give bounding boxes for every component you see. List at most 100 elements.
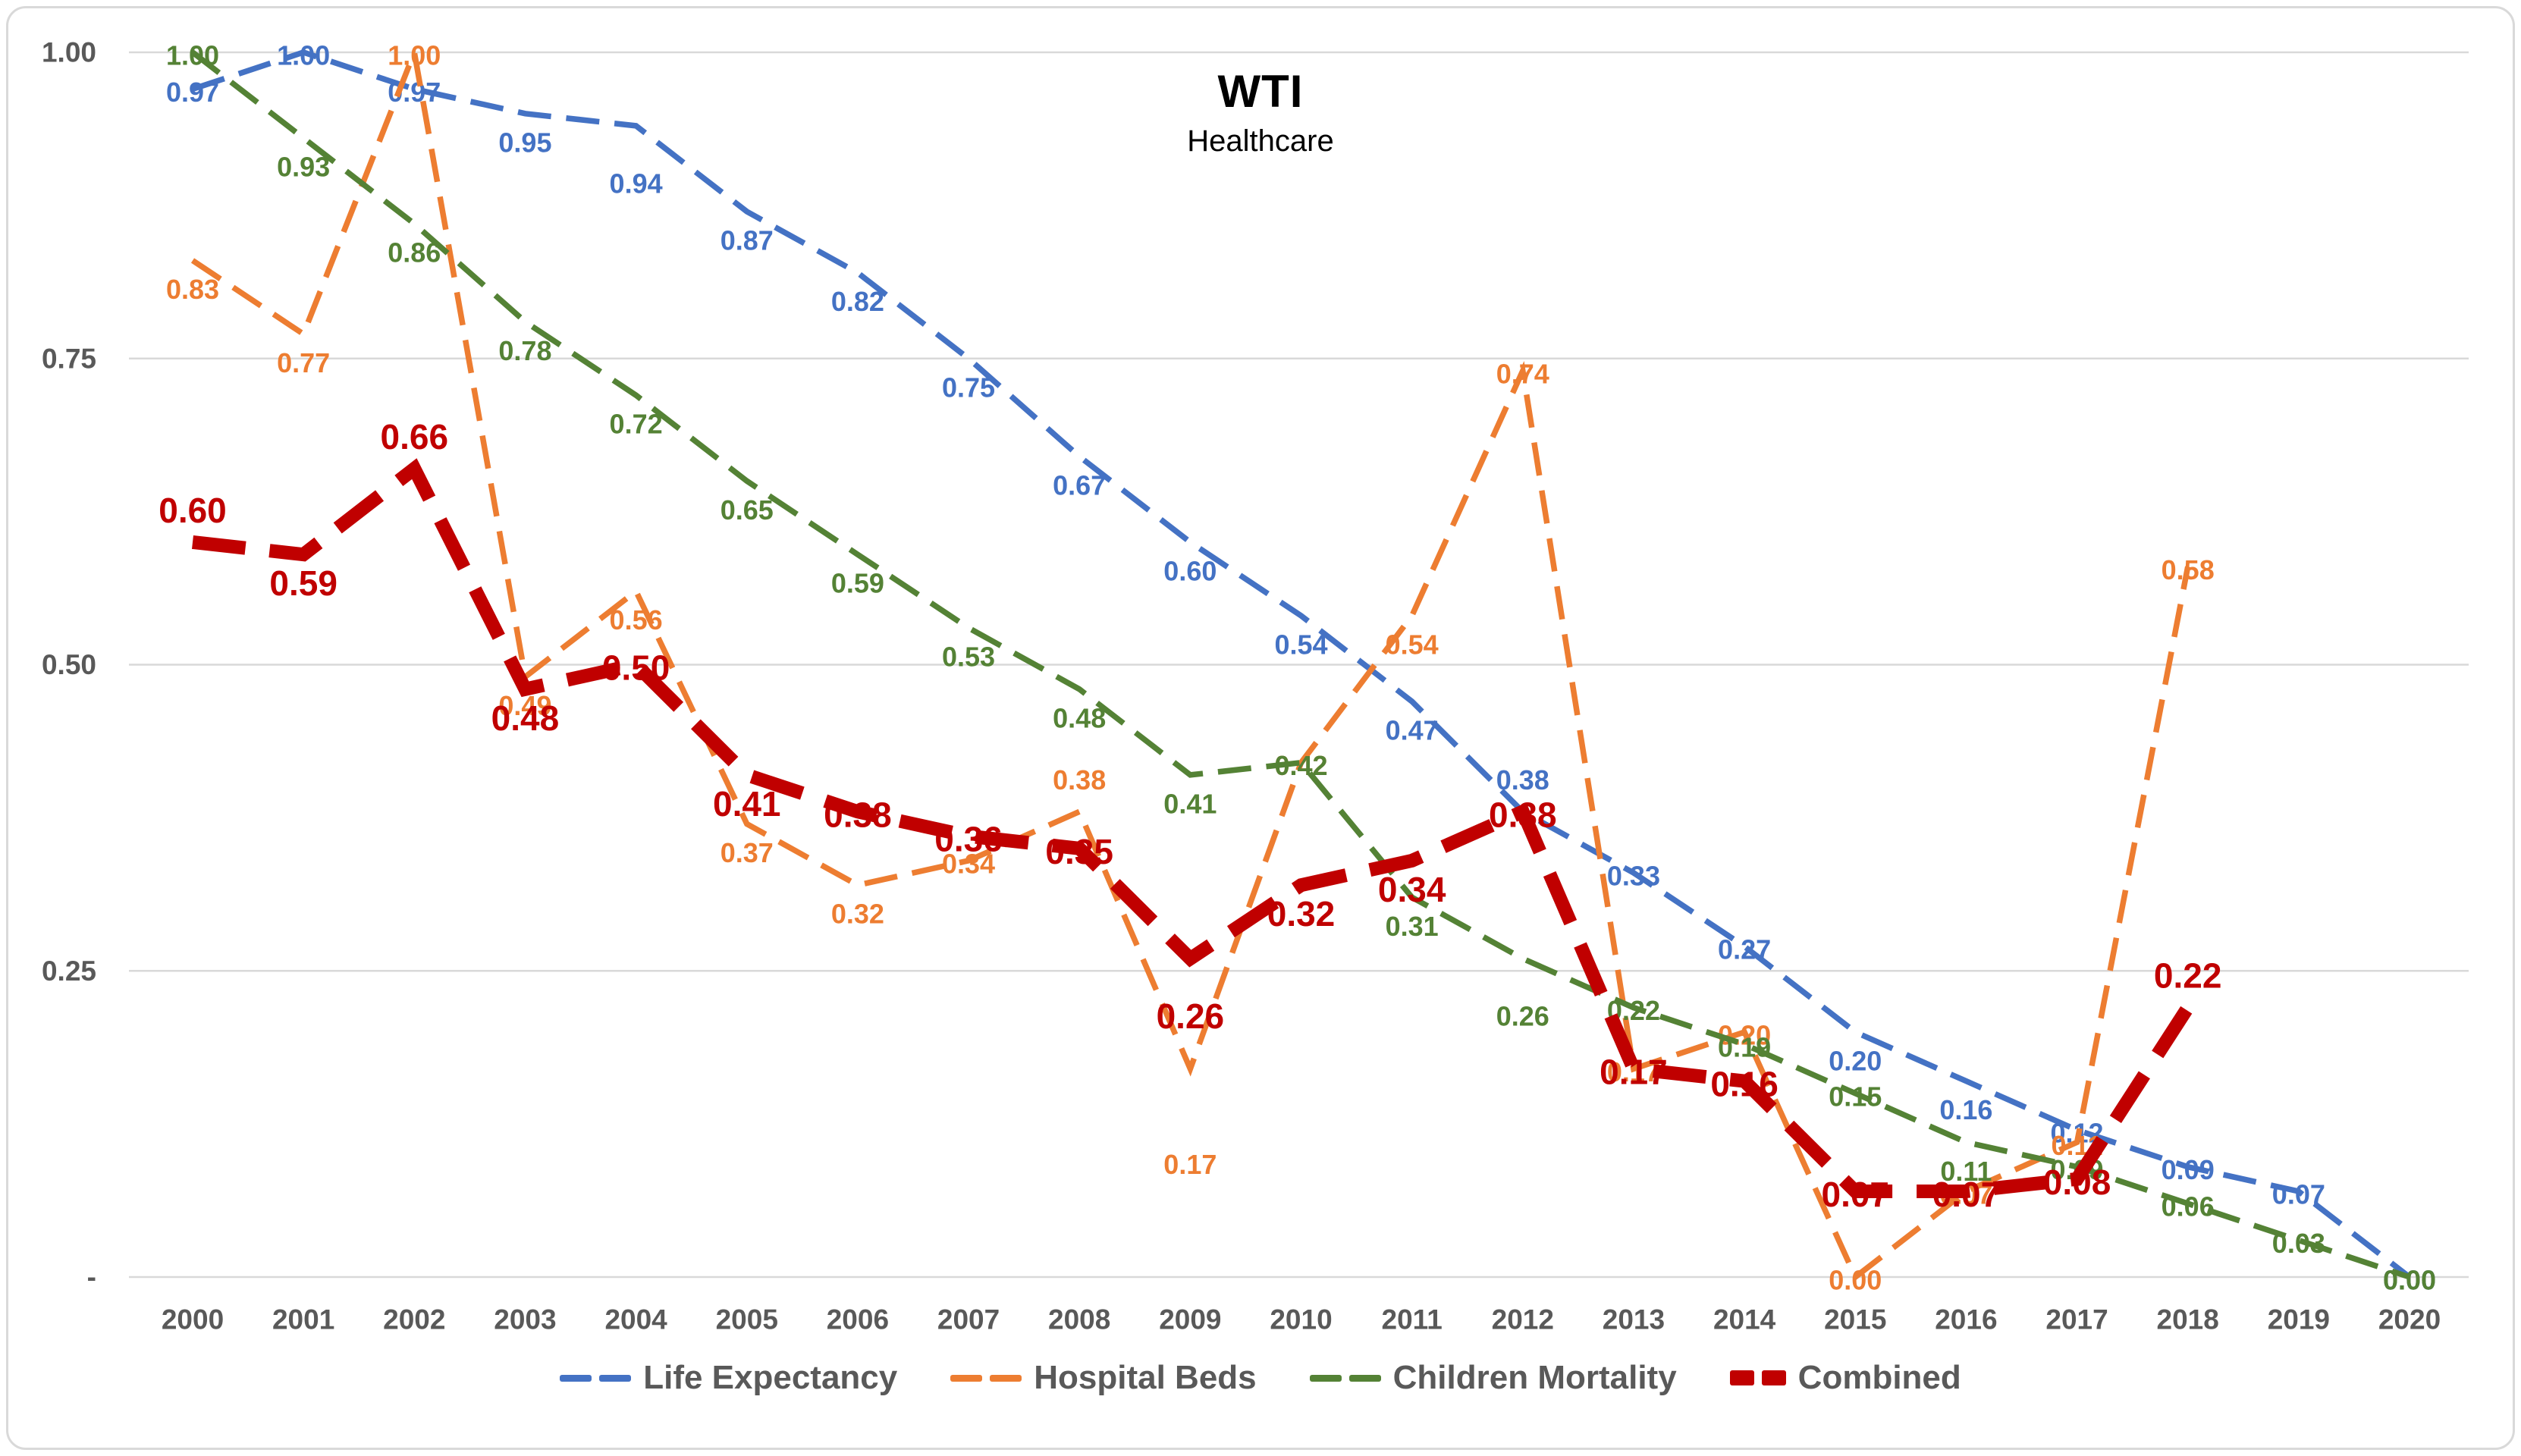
data-label-hospital-beds: 0.56 (610, 604, 663, 635)
data-label-hospital-beds: 0.74 (1496, 358, 1549, 389)
data-label-life-expectancy: 0.38 (1496, 764, 1549, 795)
data-label-children-mortality: 0.06 (2162, 1191, 2215, 1222)
data-label-combined: 0.59 (269, 563, 337, 603)
data-label-children-mortality: 0.93 (277, 152, 330, 183)
x-tick-label: 2015 (1824, 1304, 1886, 1335)
data-label-combined: 0.16 (1710, 1065, 1779, 1104)
data-label-hospital-beds: 0.32 (831, 899, 884, 930)
data-label-hospital-beds: 0.54 (1386, 629, 1439, 660)
data-label-combined: 0.66 (381, 417, 449, 457)
legend-label: Combined (1797, 1359, 1961, 1396)
series-line-children-mortality (190, 50, 2411, 1280)
data-label-children-mortality: 0.53 (942, 642, 995, 673)
chart-title: WTI (1217, 66, 1304, 117)
data-label-children-mortality: 0.59 (831, 568, 884, 599)
y-tick-label: 0.50 (42, 649, 96, 680)
data-label-hospital-beds: 0.77 (277, 347, 330, 378)
data-label-children-mortality: 0.11 (1940, 1156, 1992, 1187)
data-label-combined: 0.38 (824, 795, 892, 834)
y-tick-label: 1.00 (42, 37, 96, 68)
data-label-hospital-beds: 1.00 (388, 40, 441, 71)
data-label-life-expectancy: 0.87 (721, 224, 774, 256)
x-tick-label: 2016 (1935, 1304, 1997, 1335)
data-label-life-expectancy: 0.95 (498, 127, 551, 158)
data-label-hospital-beds: 0.37 (721, 837, 774, 868)
x-tick-label: 2003 (494, 1304, 556, 1335)
data-label-hospital-beds: 0.83 (166, 274, 219, 305)
data-label-combined: 0.17 (1600, 1052, 1668, 1091)
data-label-combined: 0.41 (713, 784, 781, 824)
data-label-life-expectancy: 0.33 (1607, 861, 1660, 892)
x-tick-label: 2000 (162, 1304, 224, 1335)
data-label-children-mortality: 0.48 (1053, 702, 1106, 733)
data-label-hospital-beds: 0.20 (1718, 1020, 1771, 1051)
data-label-life-expectancy: 0.27 (1718, 934, 1771, 965)
data-label-children-mortality: 0.86 (388, 237, 441, 268)
legend-item-combined: Combined (1729, 1359, 1961, 1397)
x-tick-label: 2009 (1159, 1304, 1221, 1335)
data-label-children-mortality: 0.19 (1718, 1032, 1771, 1063)
legend-item-hospital-beds: Hospital Beds (950, 1359, 1257, 1397)
data-label-life-expectancy: 0.07 (2272, 1178, 2325, 1210)
y-tick-label: 0.25 (42, 956, 96, 987)
x-tick-label: 2014 (1713, 1304, 1776, 1335)
data-label-children-mortality: 1.00 (166, 40, 219, 71)
data-label-children-mortality: 0.00 (2383, 1265, 2436, 1296)
legend-label: Life Expectancy (643, 1359, 898, 1396)
data-label-hospital-beds: 0.38 (1053, 764, 1106, 795)
data-label-children-mortality: 0.78 (498, 335, 551, 366)
data-label-combined: 0.07 (1932, 1175, 2001, 1214)
data-label-hospital-beds: 0.58 (2162, 554, 2215, 585)
data-label-children-mortality: 0.03 (2272, 1228, 2325, 1259)
x-tick-label: 2008 (1048, 1304, 1110, 1335)
legend-label: Children Mortality (1392, 1359, 1677, 1396)
data-label-combined: 0.34 (1378, 870, 1446, 909)
data-label-combined: 0.22 (2154, 956, 2222, 996)
legend-item-children-mortality: Children Mortality (1309, 1359, 1677, 1397)
x-tick-label: 2006 (827, 1304, 889, 1335)
x-tick-label: 2002 (383, 1304, 445, 1335)
data-label-children-mortality: 0.31 (1386, 911, 1439, 942)
data-label-combined: 0.36 (934, 820, 1003, 859)
data-label-children-mortality: 0.15 (1829, 1081, 1882, 1112)
data-label-combined: 0.48 (491, 698, 560, 738)
data-label-life-expectancy: 0.16 (1939, 1094, 1992, 1125)
data-label-combined: 0.60 (159, 491, 227, 530)
data-label-life-expectancy: 1.00 (277, 40, 330, 71)
data-label-children-mortality: 0.65 (721, 494, 774, 526)
chart-subtitle: Healthcare (1187, 124, 1334, 158)
data-label-life-expectancy: 0.00 (2383, 1265, 2436, 1296)
data-label-life-expectancy: 0.94 (610, 168, 663, 199)
x-tick-label: 2012 (1492, 1304, 1554, 1335)
data-label-life-expectancy: 0.82 (831, 286, 884, 317)
x-tick-label: 2011 (1382, 1304, 1443, 1335)
data-label-combined: 0.35 (1045, 832, 1113, 871)
data-label-life-expectancy: 0.09 (2162, 1154, 2215, 1185)
data-label-life-expectancy: 0.67 (1053, 469, 1106, 500)
legend-label: Hospital Beds (1034, 1359, 1257, 1396)
data-label-combined: 0.07 (1821, 1175, 1889, 1214)
series-line-combined (192, 458, 2194, 1198)
legend-dash-icon (1729, 1370, 1786, 1385)
x-tick-label: 2007 (937, 1304, 1000, 1335)
data-label-hospital-beds: 0.17 (1163, 1149, 1217, 1180)
y-tick-label: - (87, 1262, 96, 1293)
data-label-children-mortality: 0.26 (1496, 1001, 1549, 1032)
x-tick-label: 2005 (716, 1304, 778, 1335)
data-label-combined: 0.50 (602, 648, 670, 688)
x-tick-label: 2010 (1270, 1304, 1332, 1335)
data-label-combined: 0.08 (2043, 1163, 2111, 1202)
x-tick-label: 2020 (2378, 1304, 2441, 1335)
data-label-combined: 0.26 (1157, 996, 1225, 1036)
data-label-combined: 0.38 (1489, 795, 1557, 834)
x-tick-label: 2004 (604, 1304, 667, 1335)
legend: Life Expectancy Hospital Beds Children Mor… (0, 1359, 2521, 1397)
data-label-children-mortality: 0.72 (610, 409, 663, 440)
x-tick-label: 2013 (1603, 1304, 1665, 1335)
data-label-life-expectancy: 0.60 (1163, 556, 1217, 587)
data-label-hospital-beds: 0.34 (942, 848, 995, 879)
data-label-children-mortality: 0.42 (1274, 750, 1327, 781)
legend-item-life-expectancy: Life Expectancy (560, 1359, 897, 1397)
